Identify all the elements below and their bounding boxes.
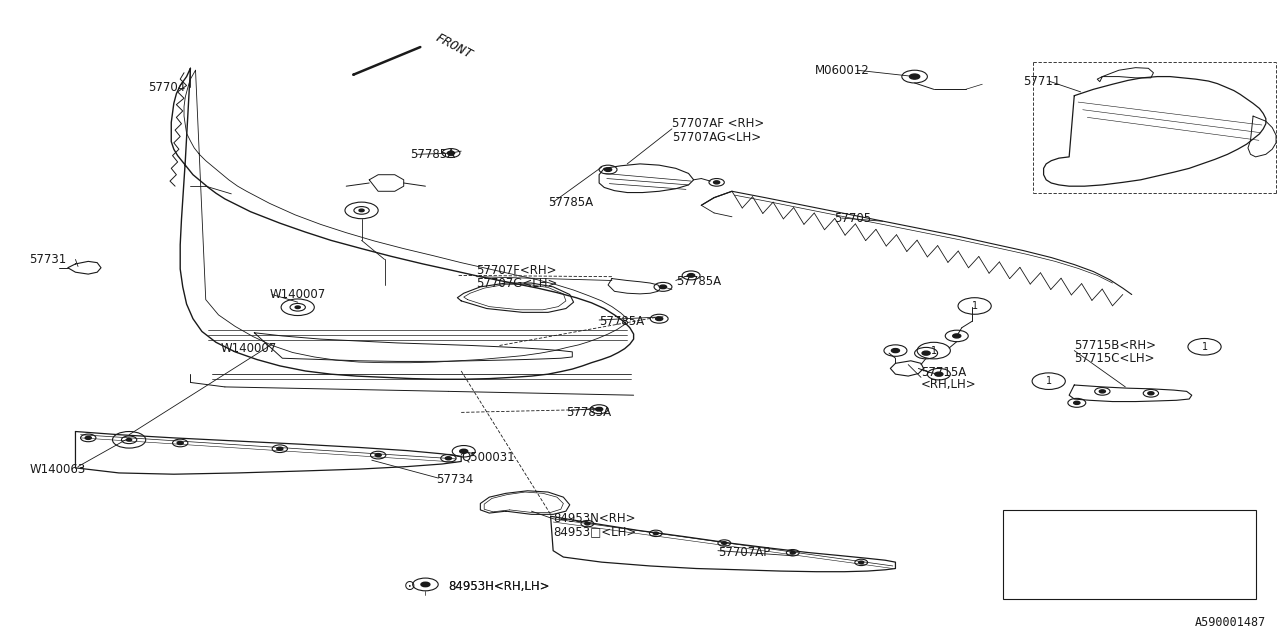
- Text: 57707AP: 57707AP: [718, 546, 771, 559]
- Circle shape: [713, 181, 719, 184]
- Circle shape: [1148, 392, 1155, 395]
- Circle shape: [375, 454, 381, 456]
- Circle shape: [448, 151, 454, 155]
- Circle shape: [127, 438, 132, 441]
- Bar: [1002, 510, 1256, 599]
- Text: Q500031: Q500031: [461, 451, 515, 463]
- Text: W140007: W140007: [270, 288, 326, 301]
- Circle shape: [659, 285, 667, 289]
- Circle shape: [460, 449, 467, 453]
- Text: 84953□<LH>: 84953□<LH>: [553, 525, 636, 538]
- Text: 57711: 57711: [1023, 74, 1061, 88]
- Circle shape: [687, 274, 695, 277]
- Text: < -2011>: < -2011>: [1140, 527, 1194, 537]
- Circle shape: [653, 532, 658, 534]
- Circle shape: [296, 306, 301, 308]
- Circle shape: [952, 334, 961, 338]
- Circle shape: [1100, 390, 1106, 393]
- Circle shape: [445, 457, 452, 460]
- Text: 57785A: 57785A: [410, 148, 456, 161]
- Text: 1: 1: [1046, 376, 1052, 386]
- Text: 57734: 57734: [435, 473, 472, 486]
- Circle shape: [922, 351, 931, 355]
- Text: ⊙: ⊙: [403, 579, 415, 593]
- Circle shape: [891, 349, 900, 353]
- Circle shape: [585, 522, 590, 525]
- Circle shape: [276, 447, 283, 451]
- Text: 57785A: 57785A: [548, 196, 593, 209]
- Text: A590001487: A590001487: [1194, 616, 1266, 629]
- Text: 1: 1: [972, 301, 978, 311]
- Text: W140007: W140007: [221, 342, 278, 355]
- Text: M060012: M060012: [815, 64, 869, 77]
- Circle shape: [722, 541, 727, 544]
- Circle shape: [790, 552, 795, 554]
- Text: <RH,LH>: <RH,LH>: [922, 378, 977, 392]
- Circle shape: [655, 317, 663, 321]
- Text: 1: 1: [1202, 342, 1207, 352]
- Text: FRONT: FRONT: [433, 31, 475, 61]
- Text: 57707AF <RH>: 57707AF <RH>: [672, 117, 764, 130]
- Text: 57715B<RH>: 57715B<RH>: [1074, 339, 1156, 352]
- Text: M000478: M000478: [1053, 572, 1101, 582]
- Circle shape: [934, 372, 943, 376]
- Circle shape: [177, 442, 183, 445]
- Circle shape: [910, 74, 920, 79]
- Text: 84953H<RH,LH>: 84953H<RH,LH>: [448, 580, 550, 593]
- Text: 57707G<LH>: 57707G<LH>: [476, 276, 558, 289]
- Text: 1: 1: [1023, 527, 1029, 537]
- Circle shape: [421, 582, 430, 587]
- Text: 57731: 57731: [29, 253, 67, 266]
- Text: 57705: 57705: [835, 212, 872, 225]
- Text: 84953H<RH,LH>: 84953H<RH,LH>: [448, 580, 550, 593]
- Text: M000342: M000342: [1053, 527, 1101, 537]
- Circle shape: [1074, 401, 1080, 404]
- Circle shape: [358, 209, 364, 212]
- Text: 57715C<LH>: 57715C<LH>: [1074, 352, 1155, 365]
- Text: 1: 1: [1023, 572, 1029, 582]
- Text: 57785A: 57785A: [676, 275, 721, 288]
- Text: W140063: W140063: [29, 463, 86, 476]
- Text: <2011-  >: <2011- >: [1140, 572, 1202, 582]
- Text: 57707AG<LH>: 57707AG<LH>: [672, 131, 762, 143]
- Text: 84953N<RH>: 84953N<RH>: [553, 512, 636, 525]
- Circle shape: [604, 168, 612, 172]
- Text: 57715A: 57715A: [922, 365, 966, 379]
- Circle shape: [595, 408, 603, 411]
- Circle shape: [86, 436, 91, 440]
- Text: 1: 1: [931, 346, 937, 356]
- Text: 57785A: 57785A: [566, 406, 611, 419]
- Text: 57707F<RH>: 57707F<RH>: [476, 264, 557, 276]
- Text: 57785A: 57785A: [599, 315, 644, 328]
- Text: 57704: 57704: [148, 81, 186, 94]
- Circle shape: [859, 561, 864, 564]
